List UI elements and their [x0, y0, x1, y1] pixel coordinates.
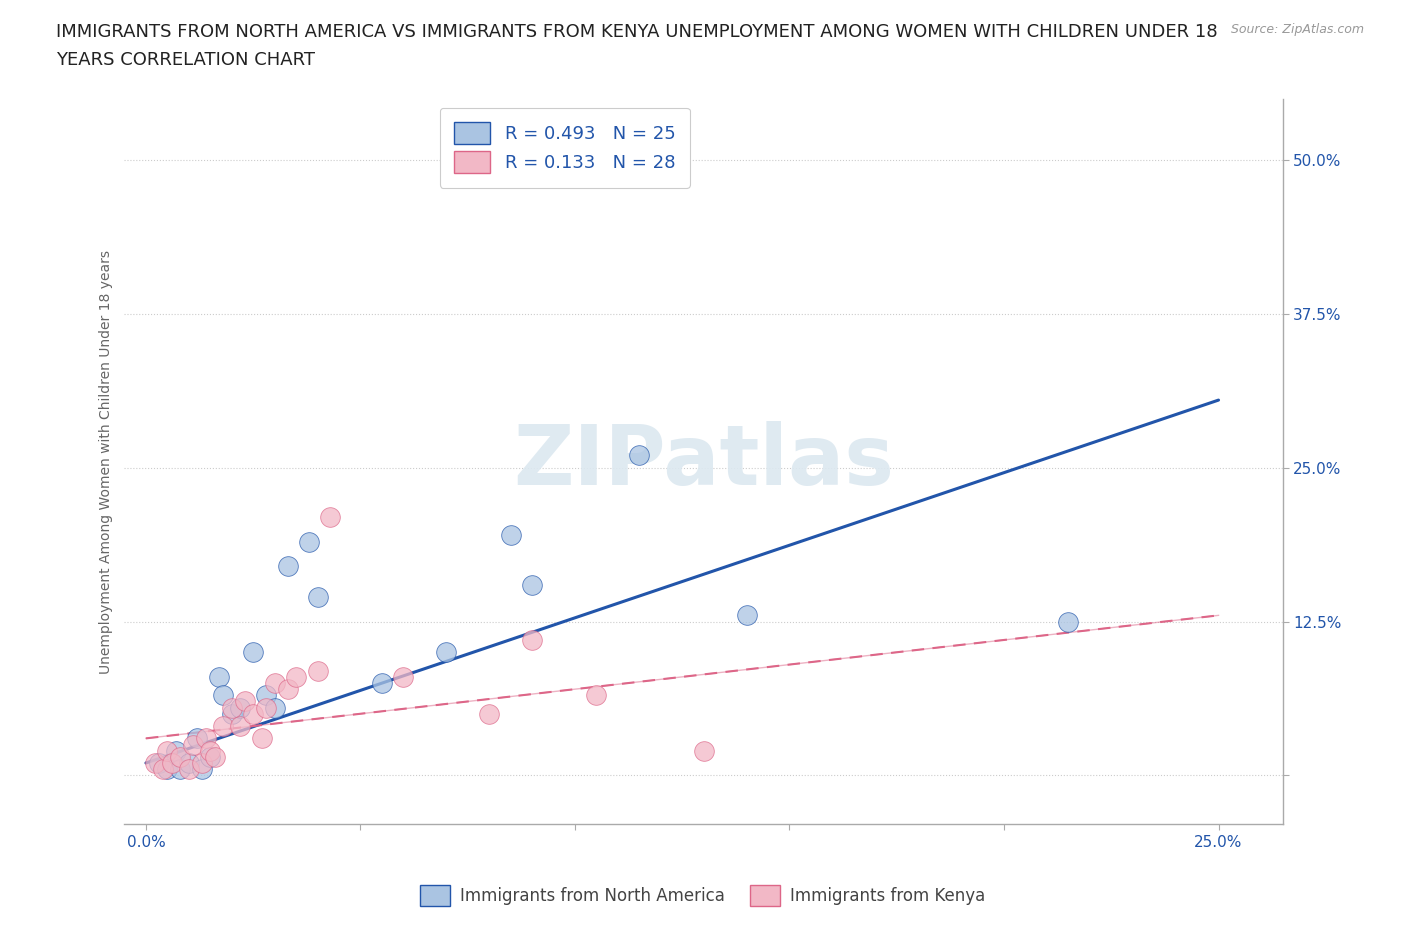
Point [156, 743, 179, 758]
Point [692, 743, 714, 758]
Point [212, 688, 235, 703]
Point [143, 755, 166, 770]
Point [152, 762, 174, 777]
Point [1057, 614, 1080, 629]
Point [276, 559, 298, 574]
Text: ZIPatlas: ZIPatlas [513, 421, 894, 502]
Text: Source: ZipAtlas.com: Source: ZipAtlas.com [1230, 23, 1364, 36]
Point [434, 644, 457, 659]
Point [263, 675, 285, 690]
Point [276, 682, 298, 697]
Point [254, 688, 277, 703]
Text: IMMIGRANTS FROM NORTH AMERICA VS IMMIGRANTS FROM KENYA UNEMPLOYMENT AMONG WOMEN : IMMIGRANTS FROM NORTH AMERICA VS IMMIGRA… [56, 23, 1218, 41]
Point [520, 632, 543, 647]
Point [229, 700, 252, 715]
Point [735, 608, 758, 623]
Point [499, 528, 522, 543]
Point [263, 700, 285, 715]
Legend: R = 0.493   N = 25, R = 0.133   N = 28: R = 0.493 N = 25, R = 0.133 N = 28 [440, 108, 690, 188]
Point [319, 510, 342, 525]
Text: YEARS CORRELATION CHART: YEARS CORRELATION CHART [56, 51, 315, 69]
Point [177, 755, 200, 770]
Point [628, 448, 651, 463]
Point [221, 706, 243, 721]
Point [156, 762, 179, 777]
Point [212, 719, 235, 734]
Point [307, 590, 329, 604]
Point [204, 750, 226, 764]
Point [221, 700, 243, 715]
Point [520, 578, 543, 592]
Point [160, 755, 183, 770]
Point [229, 719, 252, 734]
Point [169, 750, 191, 764]
Point [200, 750, 222, 764]
Point [307, 663, 329, 678]
Point [254, 700, 277, 715]
Point [585, 688, 607, 703]
Point [165, 743, 187, 758]
Point [181, 737, 204, 752]
Point [371, 675, 394, 690]
Point [208, 670, 231, 684]
Point [200, 743, 222, 758]
Point [242, 706, 264, 721]
Point [242, 644, 264, 659]
Point [285, 670, 308, 684]
Point [190, 755, 212, 770]
Point [148, 755, 170, 770]
Legend: Immigrants from North America, Immigrants from Kenya: Immigrants from North America, Immigrant… [413, 879, 993, 912]
Y-axis label: Unemployment Among Women with Children Under 18 years: Unemployment Among Women with Children U… [100, 249, 114, 673]
Point [298, 534, 321, 549]
Point [392, 670, 415, 684]
Point [233, 694, 256, 709]
Point [186, 731, 208, 746]
Point [190, 762, 212, 777]
Point [177, 762, 200, 777]
Point [250, 731, 273, 746]
Point [478, 706, 501, 721]
Point [169, 762, 191, 777]
Point [195, 731, 218, 746]
